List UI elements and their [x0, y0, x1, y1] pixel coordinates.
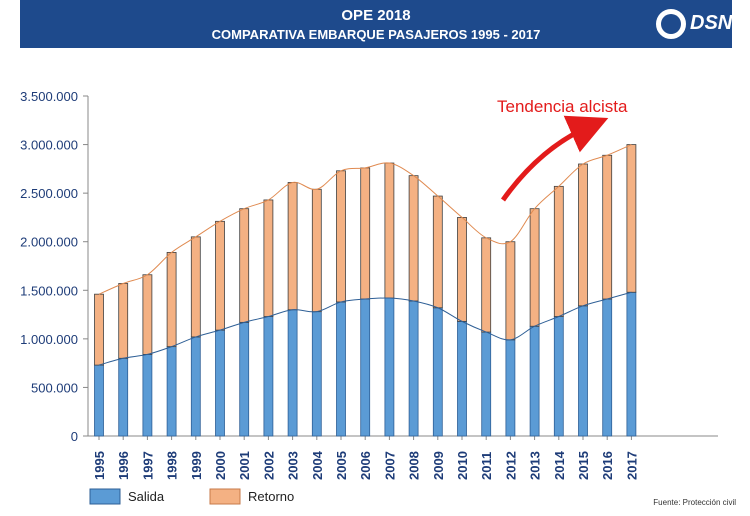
x-tick-label: 2012: [503, 451, 518, 480]
page-title: OPE 2018: [341, 7, 411, 24]
y-tick-label: 1.500.000: [20, 283, 78, 298]
legend-swatch-salida: [89, 488, 121, 505]
x-tick-label: 2005: [334, 451, 349, 480]
bar-retorno: [190, 236, 201, 338]
bar-salida: [311, 311, 322, 437]
bar-salida: [360, 298, 371, 437]
x-tick-label: 2013: [528, 451, 543, 480]
x-tick-label: 2003: [286, 451, 301, 480]
bar-salida: [263, 316, 274, 437]
bar-salida: [166, 346, 177, 437]
x-tick-label: 1996: [116, 451, 131, 480]
bar-retorno: [336, 170, 346, 303]
bar-salida: [384, 297, 395, 437]
x-tick-label: 2017: [624, 451, 639, 480]
bar-retorno: [311, 188, 322, 313]
dsn-logo-icon: [656, 9, 686, 39]
bar-retorno: [432, 195, 443, 309]
logo-text: DSN: [690, 12, 733, 34]
bar-retorno: [215, 220, 225, 331]
bar-salida: [578, 305, 588, 437]
x-tick-label: 2008: [407, 451, 422, 480]
x-tick-label: 2000: [213, 451, 228, 480]
bar-salida: [336, 301, 346, 437]
bar-salida: [408, 300, 419, 437]
trend-line-salida: [98, 291, 632, 366]
bar-retorno: [142, 274, 153, 355]
y-tick-label: 1.000.000: [20, 332, 78, 347]
x-tick-label: 2004: [310, 450, 325, 480]
bar-retorno: [578, 163, 588, 307]
x-tick-label: 2015: [576, 451, 591, 480]
y-tick-label: 500.000: [31, 380, 78, 395]
bar-salida: [626, 291, 637, 437]
x-tick-label: 2007: [382, 451, 397, 480]
header-banner: OPE 2018 COMPARATIVA EMBARQUE PASAJEROS …: [20, 0, 732, 48]
bar-retorno: [263, 199, 274, 317]
bar-salida: [481, 331, 492, 437]
bar-retorno: [360, 167, 371, 300]
x-tick-label: 2016: [600, 451, 615, 480]
x-tick-label: 2001: [237, 451, 252, 480]
bar-salida: [553, 316, 564, 437]
x-tick-label: 2009: [431, 451, 446, 480]
legend-label-salida: Salida: [128, 489, 165, 504]
bar-retorno: [94, 293, 104, 366]
x-tick-label: 2002: [261, 451, 276, 480]
y-tick-label: 2.000.000: [20, 235, 78, 250]
trend-line-total: [98, 144, 632, 295]
x-tick-label: 1998: [165, 451, 180, 480]
legend-label-retorno: Retorno: [248, 489, 294, 504]
bar-retorno: [626, 144, 637, 293]
bar-retorno: [287, 182, 298, 311]
bar-salida: [190, 336, 201, 437]
trend-arrow-icon: [500, 115, 609, 202]
bar-salida: [529, 325, 540, 437]
x-tick-label: 1997: [140, 451, 155, 480]
bar-salida: [118, 357, 129, 437]
legend-swatch-retorno: [209, 488, 241, 505]
bar-salida: [432, 307, 443, 437]
page-subtitle: COMPARATIVA EMBARQUE PASAJEROS 1995 - 20…: [211, 27, 541, 42]
bar-salida: [287, 309, 298, 437]
x-tick-label: 2010: [455, 451, 470, 480]
source-note: Fuente: Protección civil: [653, 498, 736, 507]
bar-retorno: [239, 208, 250, 323]
y-tick-label: 2.500.000: [20, 186, 78, 201]
y-tick-label: 3.500.000: [20, 89, 78, 104]
bar-retorno: [602, 154, 613, 300]
x-tick-label: 2014: [552, 450, 567, 480]
x-tick-label: 2006: [358, 451, 373, 480]
x-tick-label: 2011: [479, 452, 494, 480]
bar-salida: [602, 298, 613, 437]
bar-salida: [215, 329, 225, 437]
y-tick-label: 0: [71, 429, 78, 444]
bar-retorno: [553, 185, 564, 317]
y-tick-label: 3.000.000: [20, 138, 78, 153]
bar-salida: [457, 320, 467, 437]
bar-retorno: [529, 208, 540, 327]
bar-retorno: [118, 283, 129, 359]
bar-retorno: [505, 241, 516, 341]
bar-retorno: [481, 237, 492, 333]
bar-salida: [239, 321, 250, 437]
bar-retorno: [384, 162, 395, 299]
bar-salida: [505, 339, 516, 437]
bar-salida: [94, 364, 104, 437]
trend-annotation: Tendencia alcista: [497, 97, 628, 116]
bar-retorno: [166, 251, 177, 348]
bar-retorno: [408, 175, 419, 302]
x-tick-label: 1999: [189, 451, 204, 480]
bar-retorno: [457, 217, 467, 322]
bar-salida: [142, 353, 153, 437]
x-tick-label: 1995: [92, 451, 107, 480]
